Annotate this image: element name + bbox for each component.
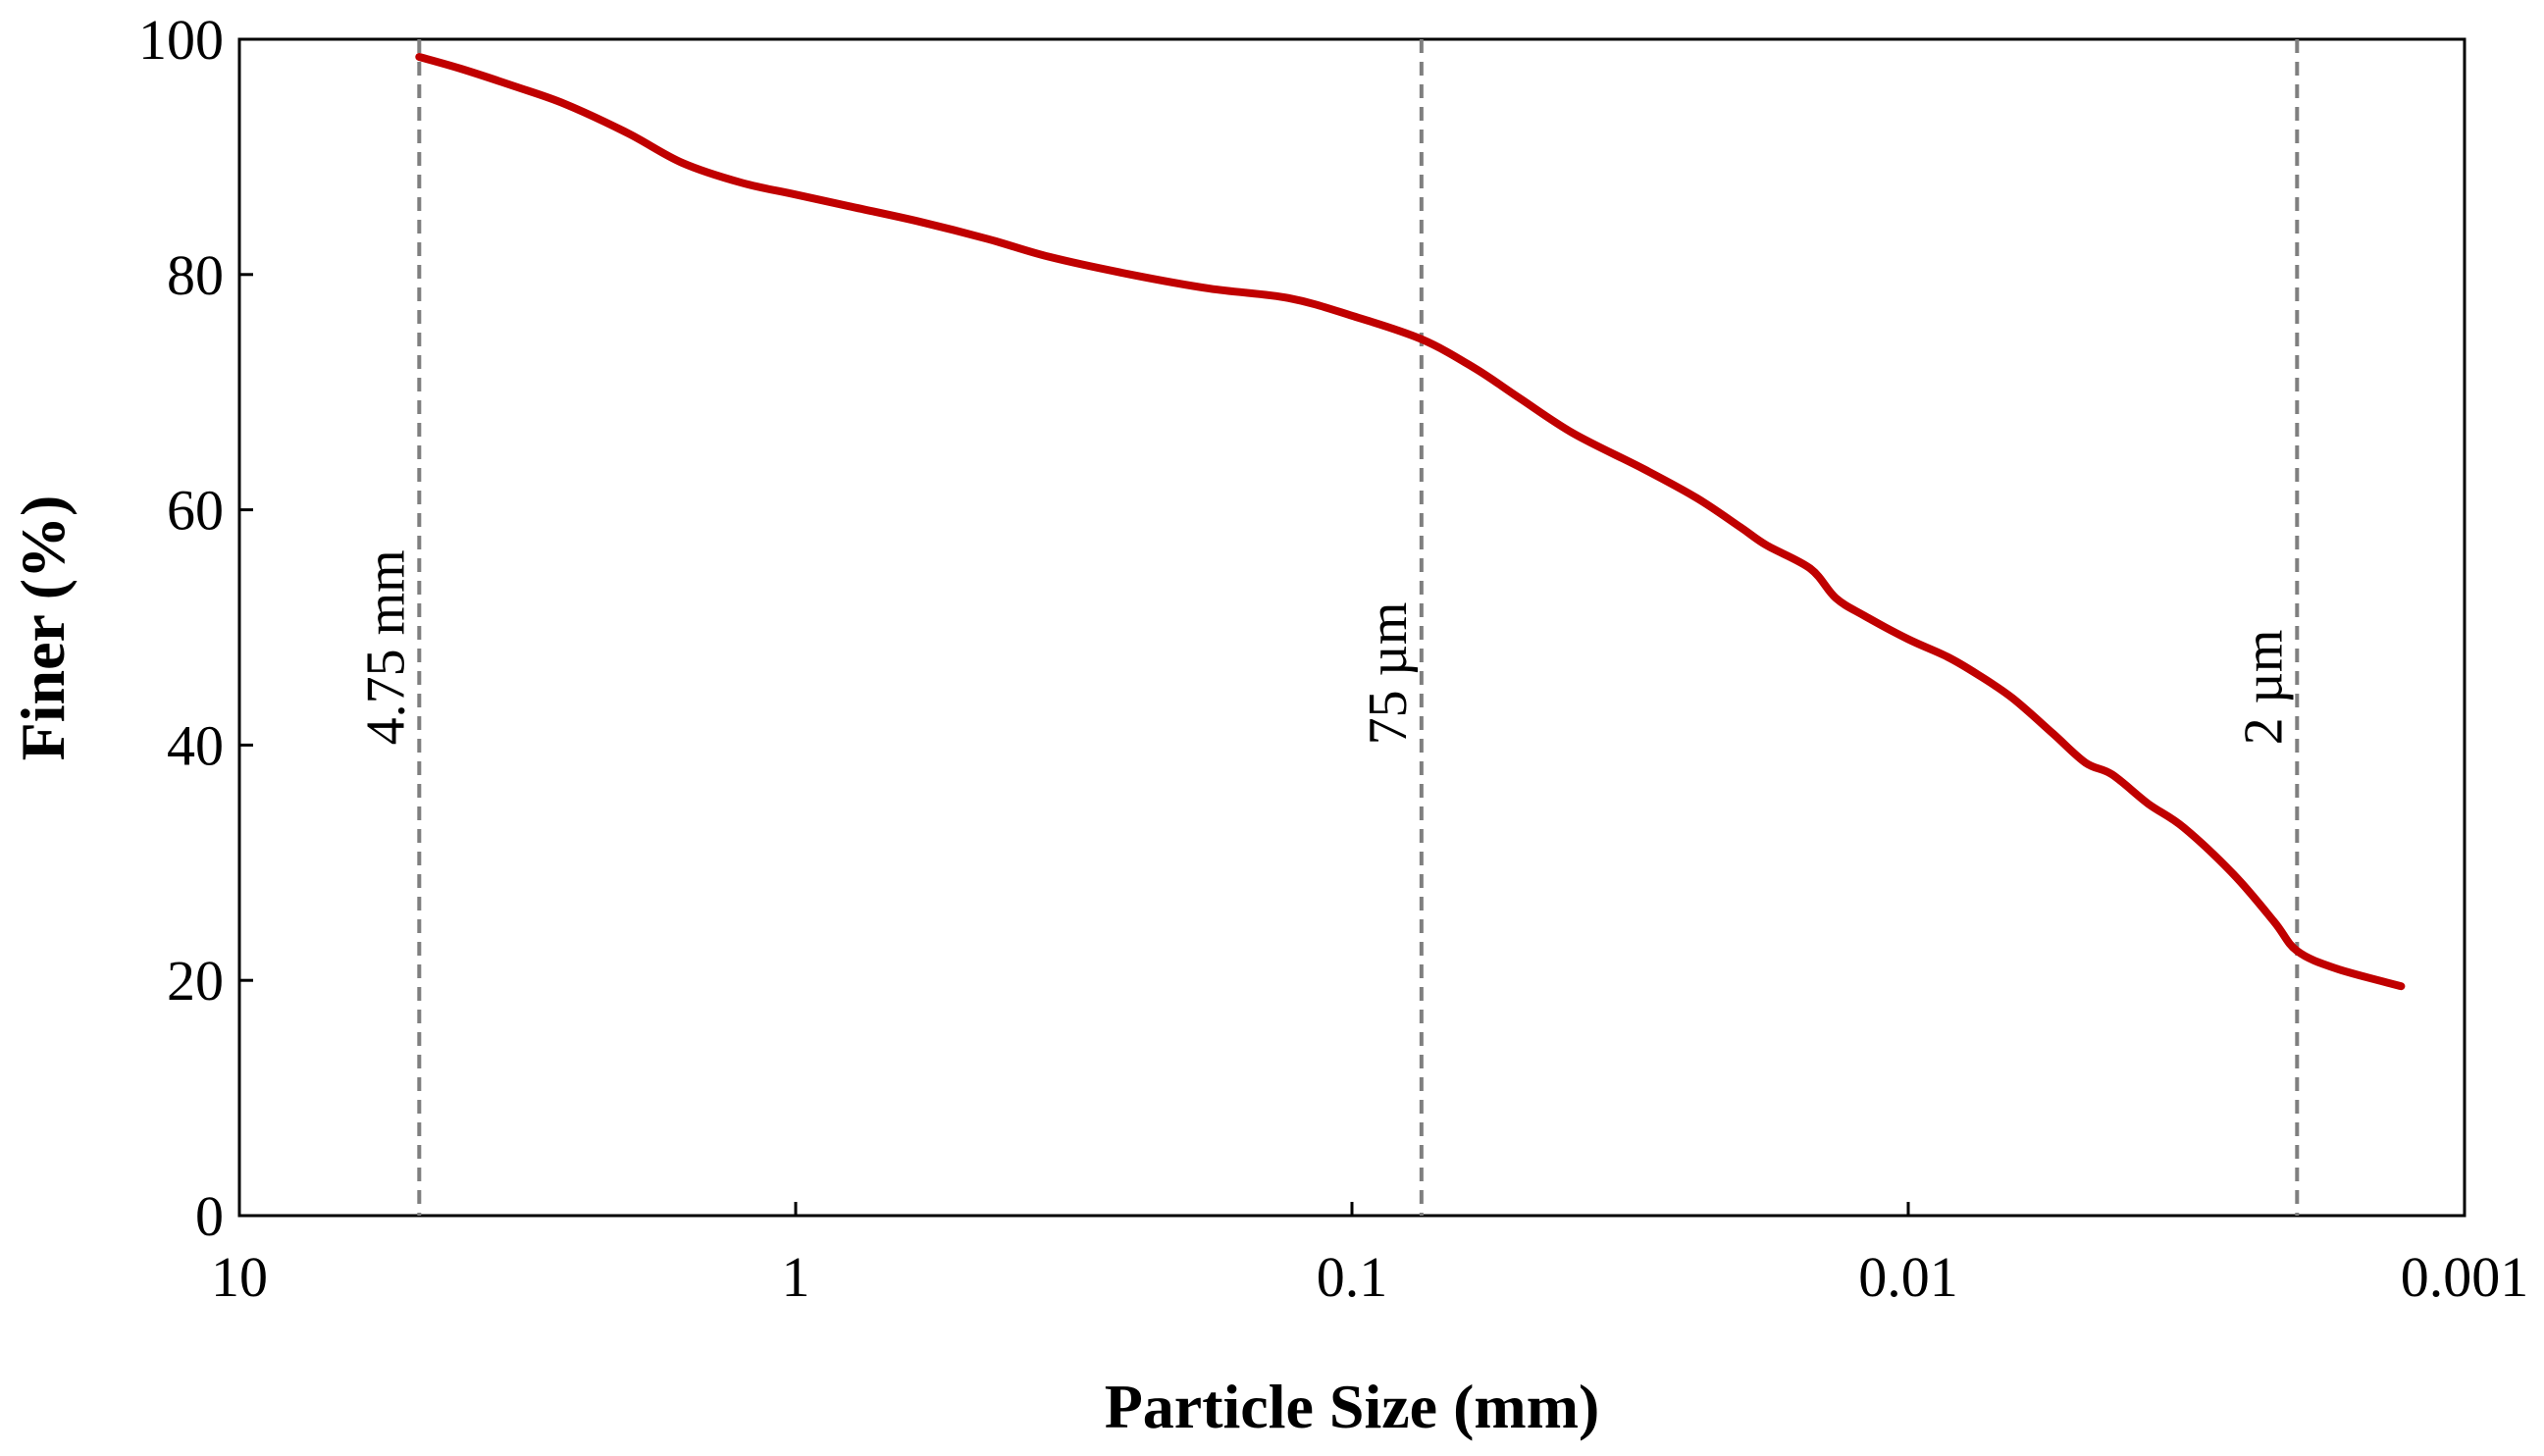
x-tick-label-0: 10 [211,1245,268,1309]
plot-area [237,37,2466,1218]
y-tick-label-1: 20 [167,949,224,1013]
y-tick-label-3: 60 [167,479,224,543]
reference-label-0: 4.75 mm [355,549,416,745]
reference-label-2: 2 µm [2233,630,2294,746]
y-tick-label-5: 100 [138,8,224,72]
y-tick-label-0: 0 [195,1184,224,1248]
x-tick-label-4: 0.001 [2401,1245,2529,1309]
y-axis: 0 20 40 60 80 100 [138,8,253,1248]
x-axis: 10 1 0.1 0.01 0.001 [211,1202,2528,1309]
x-axis-title: Particle Size (mm) [1105,1372,1600,1441]
x-tick-label-3: 0.01 [1858,1245,1958,1309]
x-tick-label-2: 0.1 [1317,1245,1388,1309]
y-tick-label-4: 80 [167,243,224,307]
series-line-0 [415,53,2406,991]
reference-label-1: 75 µm [1358,602,1419,746]
y-axis-title: Finer (%) [8,495,78,761]
reference-lines: 4.75 mm 75 µm 2 µm [355,39,2300,1216]
x-tick-label-1: 1 [782,1245,810,1309]
y-tick-label-2: 40 [167,713,224,777]
series-group [415,53,2406,991]
